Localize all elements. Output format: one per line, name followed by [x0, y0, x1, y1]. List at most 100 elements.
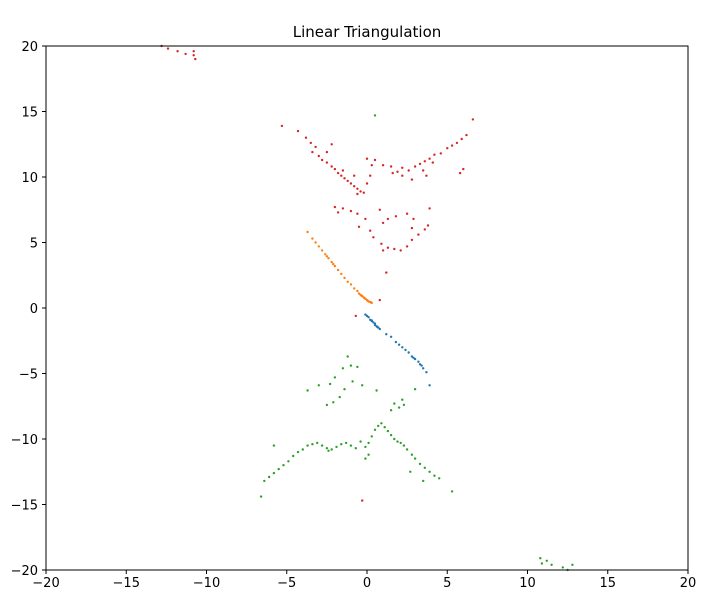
data-point: [333, 167, 337, 171]
data-point: [304, 136, 308, 139]
data-point: [325, 161, 329, 164]
data-point: [401, 398, 404, 401]
data-point: [412, 217, 415, 221]
data-point: [381, 221, 385, 225]
data-point: [357, 225, 361, 228]
data-point: [369, 301, 373, 304]
data-point: [320, 249, 324, 252]
data-point: [353, 174, 356, 177]
data-point: [540, 562, 544, 565]
data-point: [420, 364, 423, 367]
data-point: [422, 367, 425, 370]
data-point: [397, 343, 401, 346]
data-point: [346, 355, 349, 358]
data-point: [306, 444, 309, 447]
data-point: [349, 182, 353, 185]
data-point: [280, 124, 284, 128]
data-point: [332, 262, 335, 266]
data-point: [393, 247, 396, 251]
data-point: [471, 118, 475, 121]
data-point: [365, 182, 369, 185]
x-axis: −20 −15 −10 −5 0 5 10 15 20: [32, 570, 696, 591]
data-point: [311, 237, 314, 240]
x-tick-label: 5: [443, 576, 451, 591]
data-point: [353, 287, 356, 290]
data-point: [259, 495, 263, 498]
data-point: [401, 346, 404, 349]
data-point: [311, 443, 314, 446]
x-tick-label: 0: [363, 576, 371, 591]
data-point: [386, 217, 390, 221]
data-point: [458, 171, 462, 175]
data-point: [336, 268, 340, 272]
data-point: [389, 335, 393, 338]
data-point: [332, 401, 335, 404]
y-tick-label: −15: [11, 499, 38, 514]
data-point: [378, 208, 381, 211]
x-tick-label: 20: [680, 576, 697, 591]
data-point: [399, 249, 402, 252]
data-point: [364, 457, 367, 460]
data-point: [418, 162, 422, 166]
x-tick-label: −10: [193, 576, 220, 591]
data-point: [376, 325, 379, 329]
series-0: [364, 313, 431, 387]
data-point: [356, 212, 359, 215]
data-point: [407, 351, 410, 354]
data-point: [365, 314, 369, 318]
data-point: [402, 444, 406, 447]
data-point: [380, 422, 383, 425]
data-point: [373, 323, 377, 327]
data-point: [330, 448, 333, 451]
data-point: [428, 207, 431, 210]
data-point: [389, 409, 393, 412]
data-point: [431, 161, 434, 164]
data-point: [413, 457, 417, 460]
data-point: [367, 453, 370, 456]
data-point: [341, 207, 345, 210]
data-point: [405, 448, 409, 451]
data-point: [425, 371, 428, 374]
data-point: [328, 382, 332, 386]
data-point: [428, 157, 431, 160]
data-point: [410, 453, 414, 456]
data-point: [465, 133, 468, 137]
data-point: [417, 360, 420, 363]
data-point: [433, 153, 436, 156]
data-point: [349, 283, 353, 286]
y-tick-label: 15: [21, 106, 38, 121]
data-point: [325, 255, 329, 258]
data-point: [316, 441, 319, 445]
series-3: [160, 44, 475, 502]
data-point: [369, 229, 372, 232]
data-point: [287, 460, 290, 463]
x-tick-label: 15: [599, 576, 616, 591]
data-point: [301, 448, 304, 451]
data-point: [385, 333, 388, 336]
data-point: [413, 388, 417, 391]
data-point: [413, 165, 417, 168]
data-point: [391, 171, 394, 175]
data-point: [333, 205, 337, 209]
data-point: [320, 444, 324, 447]
data-point: [340, 174, 343, 177]
data-point: [325, 403, 329, 407]
data-point: [359, 440, 362, 443]
data-point: [412, 356, 415, 359]
data-point: [377, 424, 380, 428]
data-point: [413, 357, 417, 361]
data-point: [267, 475, 271, 479]
data-point: [351, 380, 354, 383]
data-point: [410, 226, 414, 230]
data-point: [324, 253, 327, 256]
data-point: [343, 388, 346, 391]
data-point: [359, 190, 362, 193]
data-point: [394, 340, 398, 344]
data-point: [370, 164, 373, 167]
data-point: [460, 137, 463, 141]
points-layer: [160, 44, 574, 572]
y-tick-label: 0: [30, 302, 38, 317]
chart-title: Linear Triangulation: [293, 23, 442, 41]
data-point: [369, 174, 372, 177]
